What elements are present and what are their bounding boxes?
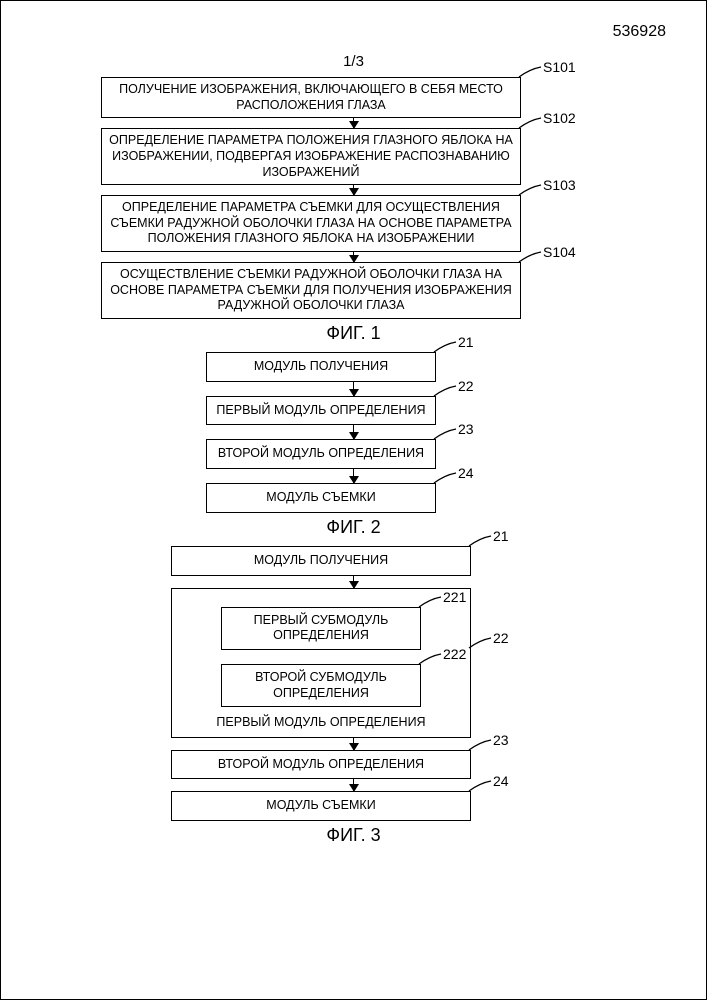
doc-number: 536928	[613, 23, 666, 41]
module-id: 23	[458, 421, 474, 437]
flow-arrow	[353, 185, 354, 195]
submodule-id: 221	[443, 589, 466, 607]
flow-step-id: S103	[543, 177, 576, 193]
module-box: МОДУЛЬ ПОЛУЧЕНИЯ	[206, 352, 436, 382]
module-id: 22	[458, 378, 474, 394]
module-group: ПЕРВЫЙ СУБМОДУЛЬ ОПРЕДЕЛЕНИЯ 221 ВТОРОЙ С…	[171, 588, 471, 738]
flow-step: ОПРЕДЕЛЕНИЕ ПАРАМЕТРА СЪЕМКИ ДЛЯ ОСУЩЕСТ…	[101, 195, 521, 252]
figure-label: ФИГ. 3	[1, 825, 706, 846]
page: 536928 1/3 ПОЛУЧЕНИЕ ИЗОБРАЖЕНИЯ, ВКЛЮЧА…	[0, 0, 707, 1000]
module-id: 23	[493, 732, 509, 748]
module-id: 24	[493, 773, 509, 789]
flow-step-id: S102	[543, 110, 576, 126]
module-group-caption: ПЕРВЫЙ МОДУЛЬ ОПРЕДЕЛЕНИЯ	[180, 715, 462, 731]
flow-arrow	[353, 382, 354, 396]
flow-arrow	[353, 425, 354, 439]
submodule-box: ВТОРОЙ СУБМОДУЛЬ ОПРЕДЕЛЕНИЯ	[221, 664, 421, 707]
module-id: 21	[458, 334, 474, 350]
flow-step: ПОЛУЧЕНИЕ ИЗОБРАЖЕНИЯ, ВКЛЮЧАЮЩЕГО В СЕБ…	[101, 77, 521, 118]
module-id: 21	[493, 528, 509, 544]
module-box: ПЕРВЫЙ МОДУЛЬ ОПРЕДЕЛЕНИЯ	[206, 396, 436, 426]
module-box: МОДУЛЬ СЪЕМКИ	[206, 483, 436, 513]
module-box: ВТОРОЙ МОДУЛЬ ОПРЕДЕЛЕНИЯ	[171, 750, 471, 780]
figure-2: МОДУЛЬ ПОЛУЧЕНИЯ 21 ПЕРВЫЙ МОДУЛЬ ОПРЕДЕЛ…	[1, 352, 706, 544]
figure-3: МОДУЛЬ ПОЛУЧЕНИЯ 21ПЕРВЫЙ СУБМОДУЛЬ ОПРЕ…	[1, 546, 706, 852]
flow-arrow	[353, 469, 354, 483]
figure-label: ФИГ. 1	[1, 323, 706, 344]
figure-1: ПОЛУЧЕНИЕ ИЗОБРАЖЕНИЯ, ВКЛЮЧАЮЩЕГО В СЕБ…	[1, 77, 706, 350]
flow-step-id: S101	[543, 59, 576, 75]
flow-arrow	[353, 779, 354, 791]
module-id: 24	[458, 465, 474, 481]
flow-arrow	[353, 576, 354, 588]
figure-label: ФИГ. 2	[1, 517, 706, 538]
module-box: МОДУЛЬ СЪЕМКИ	[171, 791, 471, 821]
module-box: ВТОРОЙ МОДУЛЬ ОПРЕДЕЛЕНИЯ	[206, 439, 436, 469]
submodule-id: 222	[443, 646, 466, 664]
page-indicator: 1/3	[343, 53, 364, 70]
flow-step-id: S104	[543, 244, 576, 260]
submodule-box: ПЕРВЫЙ СУБМОДУЛЬ ОПРЕДЕЛЕНИЯ	[221, 607, 421, 650]
module-id: 22	[493, 630, 509, 646]
module-box: МОДУЛЬ ПОЛУЧЕНИЯ	[171, 546, 471, 576]
flow-arrow	[353, 118, 354, 128]
flow-step: ОПРЕДЕЛЕНИЕ ПАРАМЕТРА ПОЛОЖЕНИЯ ГЛАЗНОГО…	[101, 128, 521, 185]
flow-arrow	[353, 252, 354, 262]
flow-step: ОСУЩЕСТВЛЕНИЕ СЪЕМКИ РАДУЖНОЙ ОБОЛОЧКИ Г…	[101, 262, 521, 319]
flow-arrow	[353, 738, 354, 750]
